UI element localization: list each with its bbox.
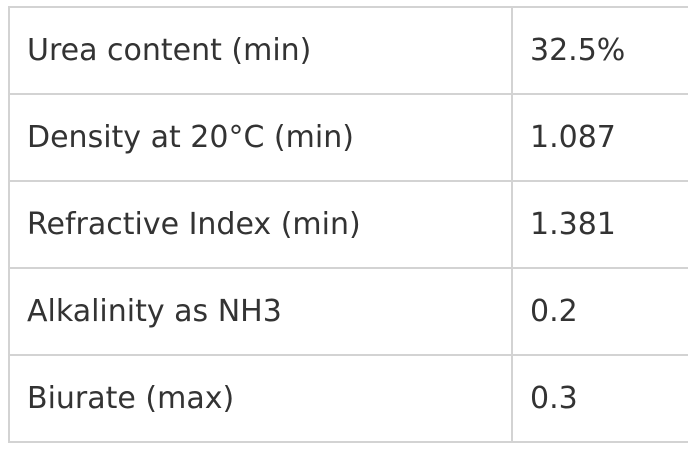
table-row: Refractive Index (min) 1.381 xyxy=(8,180,688,269)
table-row: Urea content (min) 32.5% xyxy=(8,6,688,95)
value-cell: 32.5% xyxy=(511,6,688,95)
value-cell: 1.381 xyxy=(511,180,688,269)
property-cell: Alkalinity as NH3 xyxy=(8,267,513,356)
table-row: Density at 20°C (min) 1.087 xyxy=(8,93,688,182)
specification-table: Urea content (min) 32.5% Density at 20°C… xyxy=(8,6,688,443)
property-cell: Urea content (min) xyxy=(8,6,513,95)
value-cell: 0.3 xyxy=(511,354,688,443)
table-row: Biurate (max) 0.3 xyxy=(8,354,688,443)
value-cell: 0.2 xyxy=(511,267,688,356)
property-cell: Refractive Index (min) xyxy=(8,180,513,269)
property-cell: Biurate (max) xyxy=(8,354,513,443)
value-cell: 1.087 xyxy=(511,93,688,182)
property-cell: Density at 20°C (min) xyxy=(8,93,513,182)
table-row: Alkalinity as NH3 0.2 xyxy=(8,267,688,356)
